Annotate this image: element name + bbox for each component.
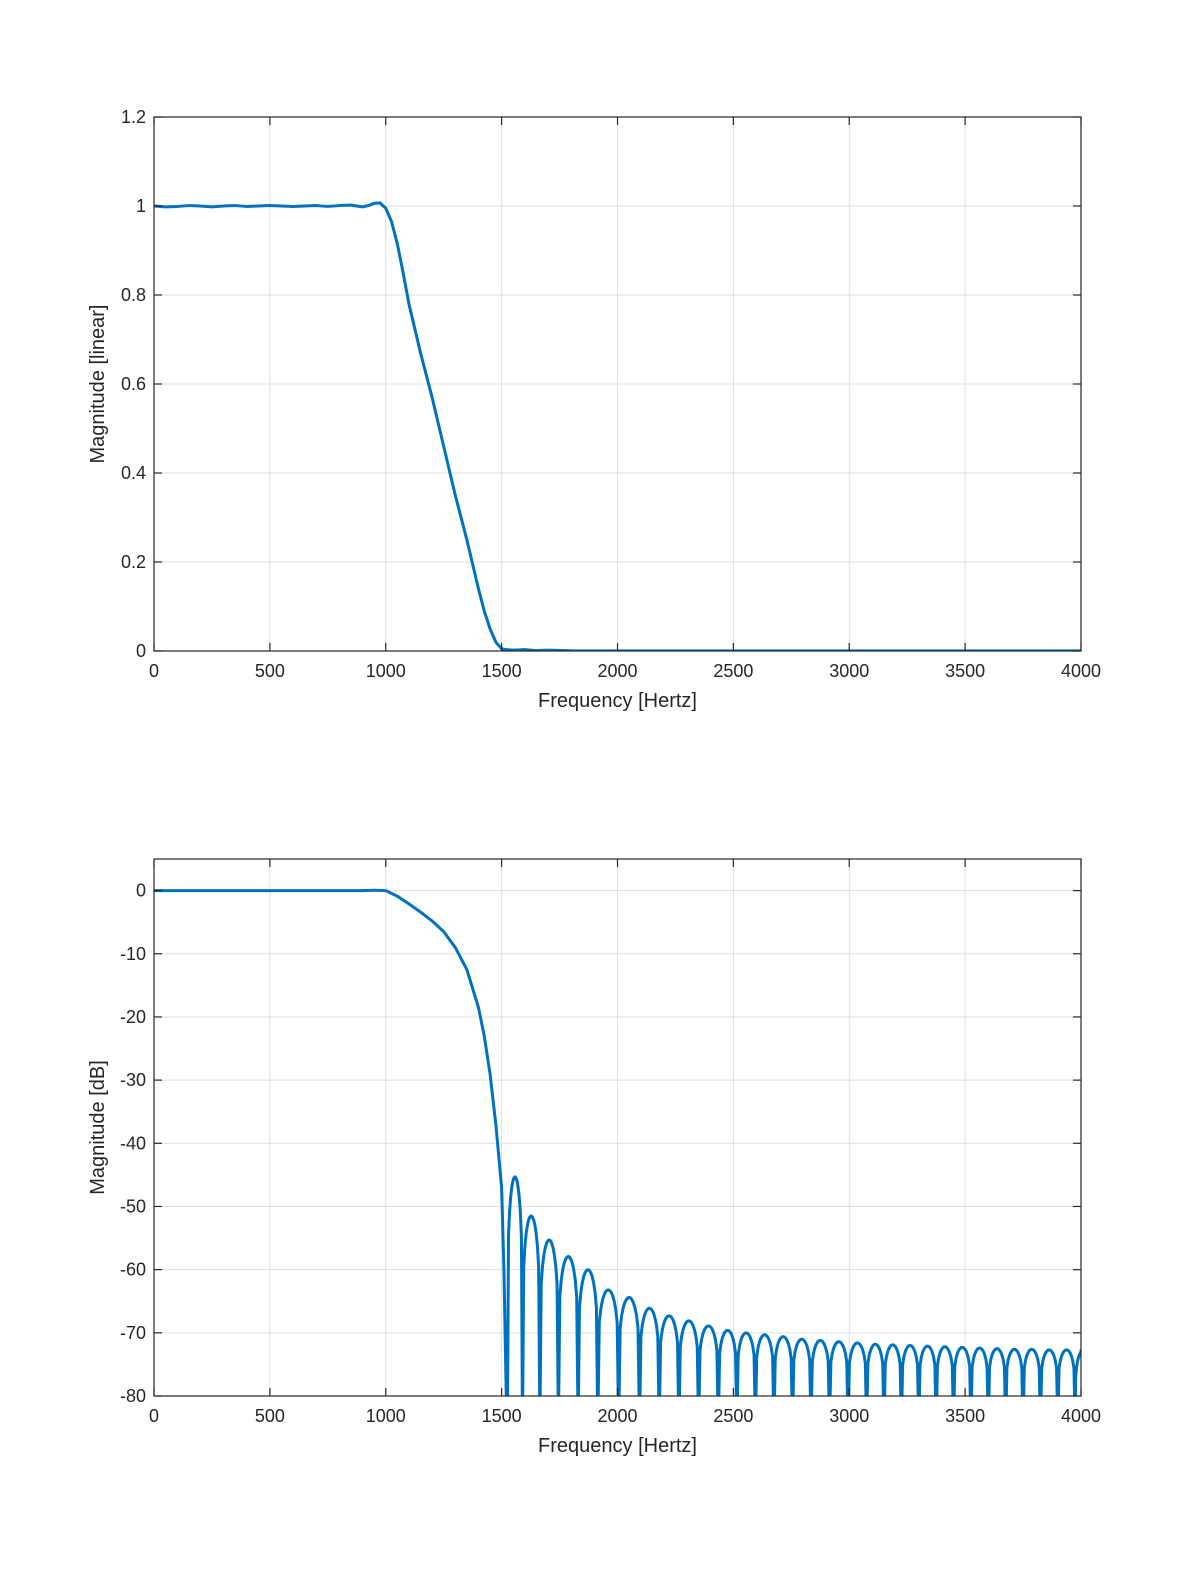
linear-magnitude-plot: 0 500 1000 1500 2000 2500 3000 3500 4000 0 0.2 0.4… xyxy=(87,107,1101,712)
linear-x-tick-label: 500 xyxy=(255,661,285,681)
db-y-tick-label: -60 xyxy=(120,1260,146,1280)
db-y-tick-label: -30 xyxy=(120,1070,146,1090)
linear-x-tick-label: 1500 xyxy=(482,661,522,681)
db-x-tick-label: 4000 xyxy=(1061,1406,1101,1426)
db-y-tick-label: -10 xyxy=(120,944,146,964)
linear-x-axis-label: Frequency [Hertz] xyxy=(538,690,697,712)
linear-y-tick-labels: 0 0.2 0.4 0.6 0.8 1 1.2 xyxy=(121,107,146,661)
db-x-tick-label: 2500 xyxy=(713,1406,753,1426)
linear-x-tick-label: 2000 xyxy=(597,661,637,681)
db-x-tick-label: 3000 xyxy=(829,1406,869,1426)
linear-x-tick-labels: 0 500 1000 1500 2000 2500 3000 3500 4000 xyxy=(149,661,1101,681)
linear-x-tick-label: 4000 xyxy=(1061,661,1101,681)
linear-x-tick-label: 3000 xyxy=(829,661,869,681)
db-magnitude-line xyxy=(154,888,1081,1396)
linear-grid xyxy=(154,117,1081,651)
db-x-tick-label: 2000 xyxy=(597,1406,637,1426)
db-grid xyxy=(154,859,1081,1396)
linear-y-tick-label: 0.6 xyxy=(121,374,146,394)
db-x-tick-label: 500 xyxy=(255,1406,285,1426)
db-x-axis-label: Frequency [Hertz] xyxy=(538,1435,697,1457)
db-series-group xyxy=(154,888,1081,1396)
linear-magnitude-line xyxy=(154,201,1081,651)
db-x-tick-label: 1500 xyxy=(482,1406,522,1426)
db-y-tick-label: 0 xyxy=(136,881,146,901)
linear-y-tick-label: 1 xyxy=(136,196,146,216)
linear-y-tick-label: 0.8 xyxy=(121,285,146,305)
db-y-axis-label: Magnitude [dB] xyxy=(87,1060,109,1195)
db-x-tick-labels: 0 500 1000 1500 2000 2500 3000 3500 4000 xyxy=(149,1406,1101,1426)
linear-tick-marks xyxy=(153,116,1082,652)
db-tick-marks xyxy=(153,859,1082,1397)
db-y-tick-label: -70 xyxy=(120,1323,146,1343)
linear-y-tick-label: 0 xyxy=(136,641,146,661)
db-x-tick-label: 3500 xyxy=(945,1406,985,1426)
db-x-tick-label: 1000 xyxy=(366,1406,406,1426)
linear-x-tick-label: 1000 xyxy=(366,661,406,681)
linear-y-tick-label: 0.4 xyxy=(121,463,146,483)
db-magnitude-plot: 0 500 1000 1500 2000 2500 3000 3500 4000 0 -10 -20… xyxy=(87,858,1101,1457)
db-x-tick-label: 0 xyxy=(149,1406,159,1426)
linear-y-tick-label: 1.2 xyxy=(121,107,146,127)
db-y-tick-label: -80 xyxy=(120,1386,146,1406)
linear-y-tick-label: 0.2 xyxy=(121,552,146,572)
linear-x-tick-label: 3500 xyxy=(945,661,985,681)
db-y-tick-label: -40 xyxy=(120,1133,146,1153)
linear-x-tick-label: 2500 xyxy=(713,661,753,681)
db-y-tick-label: -20 xyxy=(120,1007,146,1027)
db-y-tick-label: -50 xyxy=(120,1196,146,1216)
linear-series-group xyxy=(154,201,1081,651)
linear-x-tick-label: 0 xyxy=(149,661,159,681)
db-y-tick-labels: 0 -10 -20 -30 -40 -50 -60 -70 -80 xyxy=(120,881,146,1406)
linear-y-axis-label: Magnitude [linear] xyxy=(87,305,109,464)
